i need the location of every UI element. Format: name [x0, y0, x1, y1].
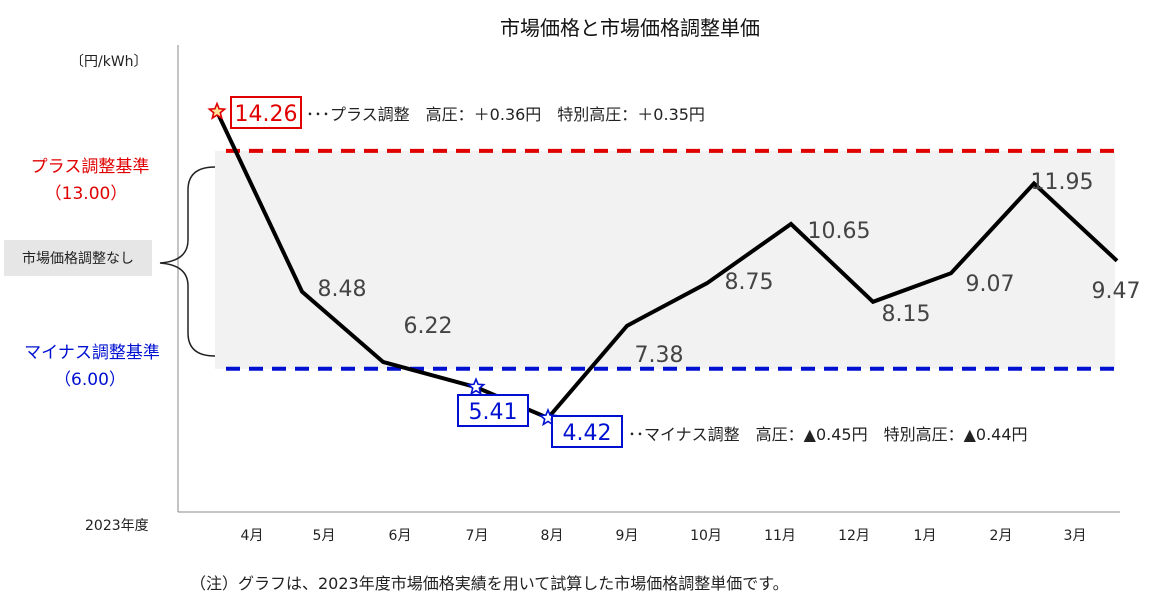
data-label: 7.38 — [635, 343, 684, 368]
data-label: 10.65 — [808, 219, 871, 244]
x-tick-label: 3月 — [1064, 528, 1087, 544]
x-tick-label: 1月 — [914, 528, 937, 544]
plus-threshold-value: （13.00） — [45, 184, 128, 204]
band-brace — [159, 166, 216, 357]
data-label: 8.15 — [882, 302, 931, 327]
july-star-marker — [466, 377, 486, 396]
y-axis-unit: 〔円/kWh〕 — [70, 54, 148, 70]
x-tick-label: 5月 — [313, 528, 336, 544]
x-tick-label: 10月 — [690, 528, 722, 544]
data-label: 9.07 — [966, 272, 1015, 297]
max-value-box — [230, 96, 302, 129]
x-tick-label: 11月 — [764, 528, 796, 544]
minus-threshold-label: マイナス調整基準 — [24, 343, 160, 363]
july-value-box — [457, 394, 529, 427]
plus-adjustment-annotation: ･･･プラス調整 高圧：＋0.36円 特別高圧：＋0.35円 — [306, 105, 705, 124]
x-tick-label: 6月 — [389, 528, 412, 544]
data-label: 8.75 — [725, 270, 774, 295]
data-label: 8.48 — [318, 277, 367, 302]
data-label: 9.47 — [1092, 279, 1141, 304]
series-line — [215, 110, 1119, 421]
x-tick-label: 4月 — [241, 528, 264, 544]
max-star-marker — [207, 101, 227, 120]
footnote: （注）グラフは、2023年度市場価格実績を用いて試算した市場価格調整単価です。 — [190, 574, 789, 593]
min-value-box — [551, 415, 623, 448]
minus-threshold-value: （6.00） — [54, 370, 126, 390]
data-label: 11.95 — [1031, 170, 1094, 195]
chart-title: 市場価格と市場価格調整単価 — [500, 16, 760, 40]
x-tick-label: 9月 — [616, 528, 639, 544]
minus-adjustment-annotation: ･･マイナス調整 高圧：▲0.45円 特別高圧：▲0.44円 — [628, 425, 1028, 444]
min-value-label: 4.42 — [563, 421, 612, 446]
max-value-label: 14.26 — [235, 102, 298, 127]
x-tick-label: 8月 — [541, 528, 564, 544]
data-label: 6.22 — [404, 314, 453, 339]
no-adjustment-band — [215, 150, 1115, 369]
plus-threshold-label: プラス調整基準 — [31, 157, 150, 177]
fiscal-year-label: 2023年度 — [85, 518, 149, 534]
x-tick-label: 12月 — [838, 528, 870, 544]
july-value-label: 5.41 — [469, 400, 518, 425]
x-tick-label: 2月 — [990, 528, 1013, 544]
x-tick-label: 7月 — [466, 528, 489, 544]
no-adjustment-label: 市場価格調整なし — [22, 250, 134, 267]
no-adjustment-label-box — [4, 240, 152, 276]
